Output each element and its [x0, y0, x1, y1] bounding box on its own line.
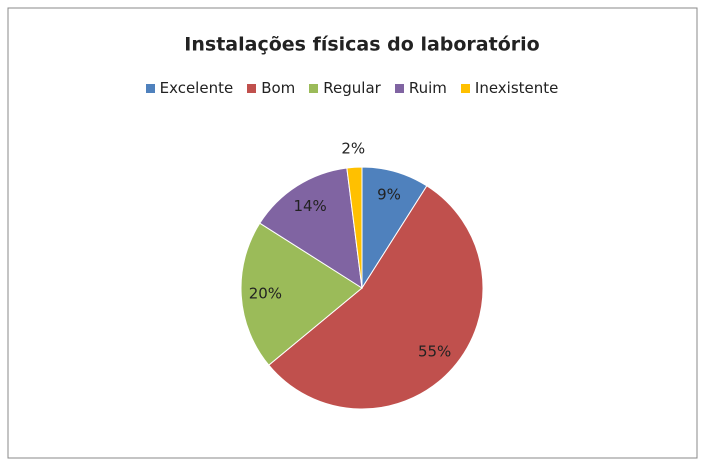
pie-slice	[346, 166, 363, 289]
data-label: 14%	[293, 197, 326, 215]
legend-swatch	[145, 83, 155, 93]
legend-item: Excelente	[145, 79, 234, 97]
legend-swatch	[247, 83, 257, 93]
legend-swatch	[460, 83, 470, 93]
legend-item: Regular	[309, 79, 381, 97]
chart-title: Instalações físicas do laboratório	[184, 34, 539, 56]
legend-item: Ruim	[394, 79, 447, 97]
legend-item: Inexistente	[460, 79, 559, 97]
legend-label: Regular	[323, 79, 381, 97]
data-label: 20%	[249, 285, 282, 303]
data-label: 55%	[418, 343, 451, 361]
legend-swatch	[394, 83, 404, 93]
legend-label: Excelente	[159, 79, 234, 97]
data-label: 2%	[341, 140, 365, 158]
pie-slice	[268, 185, 484, 410]
legend-label: Inexistente	[474, 79, 559, 97]
legend-item: Bom	[247, 79, 295, 97]
legend-swatch	[309, 83, 319, 93]
pie-slice	[240, 222, 363, 366]
legend-label: Ruim	[408, 79, 447, 97]
pie-slice	[259, 167, 363, 289]
legend-label: Bom	[261, 79, 296, 97]
legend: Excelente Bom Regular Ruim Inexistente	[0, 79, 704, 97]
data-label: 9%	[377, 186, 401, 204]
